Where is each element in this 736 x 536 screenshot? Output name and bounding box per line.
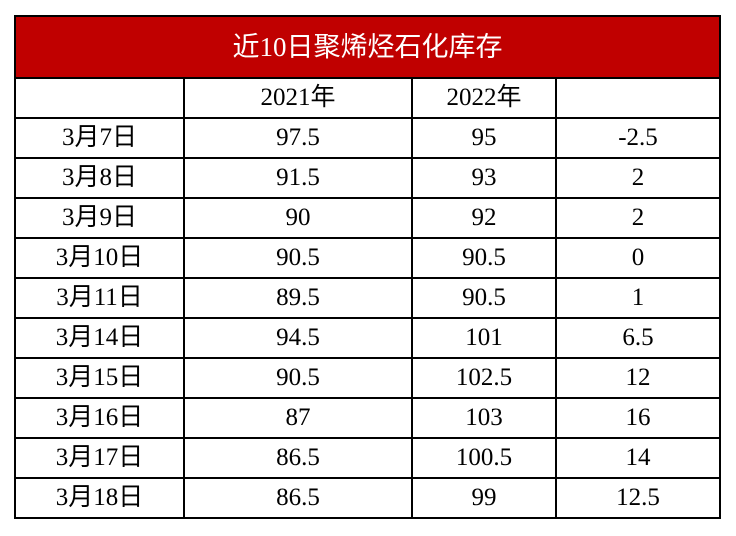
- header-cell: 2021年: [183, 77, 413, 119]
- data-row: 3月8日 91.5 93 2: [14, 157, 721, 199]
- date-cell: 3月11日: [14, 277, 185, 319]
- data-row: 3月7日 97.5 95 -2.5: [14, 117, 721, 159]
- value-cell: 91.5: [183, 157, 413, 199]
- value-cell: 99: [411, 477, 557, 519]
- value-cell: 86.5: [183, 477, 413, 519]
- date-cell: 3月18日: [14, 477, 185, 519]
- header-cell: [14, 77, 185, 119]
- value-cell: 2: [555, 197, 721, 239]
- data-row: 3月15日 90.5 102.5 12: [14, 357, 721, 399]
- value-cell: 1: [555, 277, 721, 319]
- value-cell: 97.5: [183, 117, 413, 159]
- inventory-table: 近10日聚烯烃石化库存 2021年 2022年 3月7日 97.5 95 -2.5 3月…: [14, 15, 721, 519]
- date-cell: 3月14日: [14, 317, 185, 359]
- value-cell: 0: [555, 237, 721, 279]
- data-row: 3月10日 90.5 90.5 0: [14, 237, 721, 279]
- table-body: 近10日聚烯烃石化库存 2021年 2022年 3月7日 97.5 95 -2.5 3月…: [14, 15, 721, 519]
- value-cell: 87: [183, 397, 413, 439]
- date-cell: 3月15日: [14, 357, 185, 399]
- value-cell: 90: [183, 197, 413, 239]
- date-cell: 3月9日: [14, 197, 185, 239]
- value-cell: 6.5: [555, 317, 721, 359]
- value-cell: 90.5: [411, 277, 557, 319]
- header-cell: [555, 77, 721, 119]
- value-cell: -2.5: [555, 117, 721, 159]
- value-cell: 90.5: [411, 237, 557, 279]
- data-row: 3月18日 86.5 99 12.5: [14, 477, 721, 519]
- date-cell: 3月16日: [14, 397, 185, 439]
- value-cell: 94.5: [183, 317, 413, 359]
- data-row: 3月9日 90 92 2: [14, 197, 721, 239]
- table-title: 近10日聚烯烃石化库存: [14, 15, 721, 79]
- value-cell: 90.5: [183, 237, 413, 279]
- date-cell: 3月10日: [14, 237, 185, 279]
- data-row: 3月17日 86.5 100.5 14: [14, 437, 721, 479]
- value-cell: 2: [555, 157, 721, 199]
- value-cell: 86.5: [183, 437, 413, 479]
- title-row: 近10日聚烯烃石化库存: [14, 15, 721, 79]
- value-cell: 100.5: [411, 437, 557, 479]
- value-cell: 16: [555, 397, 721, 439]
- value-cell: 90.5: [183, 357, 413, 399]
- value-cell: 103: [411, 397, 557, 439]
- value-cell: 92: [411, 197, 557, 239]
- value-cell: 102.5: [411, 357, 557, 399]
- value-cell: 12.5: [555, 477, 721, 519]
- data-row: 3月11日 89.5 90.5 1: [14, 277, 721, 319]
- header-cell: 2022年: [411, 77, 557, 119]
- value-cell: 93: [411, 157, 557, 199]
- data-row: 3月14日 94.5 101 6.5: [14, 317, 721, 359]
- value-cell: 101: [411, 317, 557, 359]
- value-cell: 12: [555, 357, 721, 399]
- date-cell: 3月7日: [14, 117, 185, 159]
- value-cell: 89.5: [183, 277, 413, 319]
- date-cell: 3月17日: [14, 437, 185, 479]
- value-cell: 95: [411, 117, 557, 159]
- date-cell: 3月8日: [14, 157, 185, 199]
- value-cell: 14: [555, 437, 721, 479]
- header-row: 2021年 2022年: [14, 77, 721, 119]
- data-row: 3月16日 87 103 16: [14, 397, 721, 439]
